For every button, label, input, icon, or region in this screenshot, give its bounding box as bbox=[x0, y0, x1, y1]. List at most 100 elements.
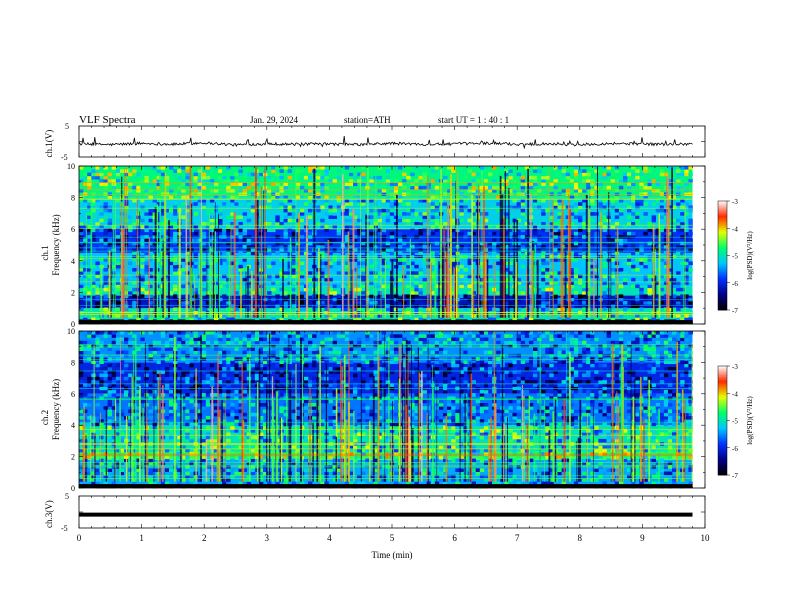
psd-cell bbox=[623, 175, 628, 180]
psd-cell bbox=[148, 478, 153, 482]
psd-cell bbox=[111, 425, 117, 430]
psd-cell bbox=[226, 360, 231, 364]
psd-cell bbox=[357, 261, 362, 266]
psd-cell bbox=[197, 350, 202, 355]
psd-cell bbox=[430, 251, 436, 256]
psd-cell bbox=[402, 254, 407, 259]
psd-cell bbox=[128, 195, 133, 200]
psd-cell bbox=[136, 448, 141, 453]
psd-cell bbox=[659, 218, 665, 223]
psd-cell bbox=[406, 284, 411, 289]
psd-cell bbox=[590, 182, 595, 187]
psd-cell bbox=[426, 258, 431, 262]
psd-cell bbox=[238, 363, 243, 368]
psd-cell bbox=[573, 241, 579, 246]
psd-cell bbox=[201, 248, 207, 252]
psd-cell bbox=[283, 445, 288, 450]
psd-cell bbox=[144, 461, 149, 466]
psd-cell bbox=[610, 179, 616, 183]
psd-cell bbox=[201, 367, 207, 371]
psd-cell bbox=[201, 350, 207, 355]
psd-cell bbox=[169, 403, 174, 407]
psd-cell bbox=[402, 264, 407, 269]
psd-cell bbox=[459, 294, 464, 298]
psd-cell bbox=[226, 370, 231, 374]
psd-cell bbox=[504, 294, 509, 298]
psd-cell bbox=[283, 182, 288, 187]
psd-cell bbox=[185, 172, 190, 177]
psd-cell bbox=[156, 205, 162, 210]
psd-cell bbox=[516, 182, 521, 187]
psd-cell bbox=[136, 185, 141, 190]
psd-cell bbox=[565, 251, 571, 256]
psd-cell bbox=[377, 271, 382, 275]
psd-cell bbox=[189, 455, 194, 459]
psd-cell bbox=[614, 189, 620, 193]
psd-cell bbox=[557, 166, 562, 170]
psd-cell bbox=[549, 287, 554, 292]
psd-cell bbox=[610, 301, 616, 305]
psd-cell bbox=[238, 192, 243, 196]
psd-cell bbox=[291, 258, 297, 262]
psd-cell bbox=[189, 195, 194, 200]
psd-cell bbox=[308, 169, 313, 173]
psd-cell bbox=[193, 195, 198, 200]
psd-cell bbox=[414, 254, 419, 259]
psd-cell bbox=[369, 307, 374, 312]
psd-cell bbox=[148, 195, 153, 200]
psd-cell bbox=[156, 228, 162, 233]
psd-cell bbox=[623, 179, 628, 183]
psd-cell bbox=[214, 373, 219, 378]
psd-cell bbox=[250, 403, 256, 407]
psd-cell bbox=[569, 284, 575, 289]
psd-cell bbox=[177, 389, 182, 394]
psd-cell bbox=[218, 363, 223, 368]
psd-cell bbox=[201, 261, 207, 266]
psd-cell bbox=[201, 281, 207, 285]
psd-cell bbox=[156, 314, 162, 318]
psd-cell bbox=[83, 419, 88, 423]
psd-cell bbox=[398, 238, 403, 242]
psd-cell bbox=[504, 258, 509, 262]
psd-cell bbox=[324, 268, 329, 272]
psd-cell bbox=[614, 166, 620, 170]
psd-cell bbox=[663, 172, 669, 177]
psd-cell bbox=[201, 307, 207, 312]
psd-cell bbox=[623, 307, 628, 312]
psd-cell bbox=[144, 432, 149, 436]
psd-cell bbox=[79, 225, 84, 229]
psd-cell bbox=[663, 294, 669, 298]
psd-cell bbox=[124, 363, 129, 368]
psd-cell bbox=[443, 198, 448, 203]
psd-cell bbox=[79, 370, 84, 374]
psd-cell bbox=[524, 222, 530, 226]
psd-cell bbox=[430, 277, 436, 282]
psd-cell bbox=[185, 416, 190, 420]
psd-cell bbox=[238, 350, 243, 355]
psd-cell bbox=[173, 307, 178, 312]
psd-cell bbox=[136, 422, 141, 427]
psd-cell bbox=[635, 215, 640, 219]
psd-cell bbox=[549, 198, 554, 203]
psd-cell bbox=[573, 192, 579, 196]
psd-cell bbox=[541, 268, 546, 272]
psd-cell bbox=[205, 212, 211, 216]
psd-cell bbox=[132, 393, 137, 397]
psd-cell bbox=[160, 370, 166, 374]
psd-cell bbox=[573, 205, 579, 210]
psd-cell bbox=[181, 166, 186, 170]
psd-cell bbox=[156, 169, 162, 173]
psd-cell bbox=[91, 478, 96, 482]
psd-cell bbox=[541, 304, 546, 308]
psd-cell bbox=[414, 281, 419, 285]
psd-cell bbox=[148, 331, 153, 335]
psd-cell bbox=[488, 248, 493, 252]
psd-cell bbox=[164, 331, 170, 335]
psd-cell bbox=[218, 360, 223, 364]
psd-cell bbox=[164, 222, 170, 226]
psd-cell bbox=[361, 284, 366, 289]
psd-cell bbox=[111, 373, 117, 378]
psd-cell bbox=[275, 195, 280, 200]
psd-cell bbox=[164, 258, 170, 262]
